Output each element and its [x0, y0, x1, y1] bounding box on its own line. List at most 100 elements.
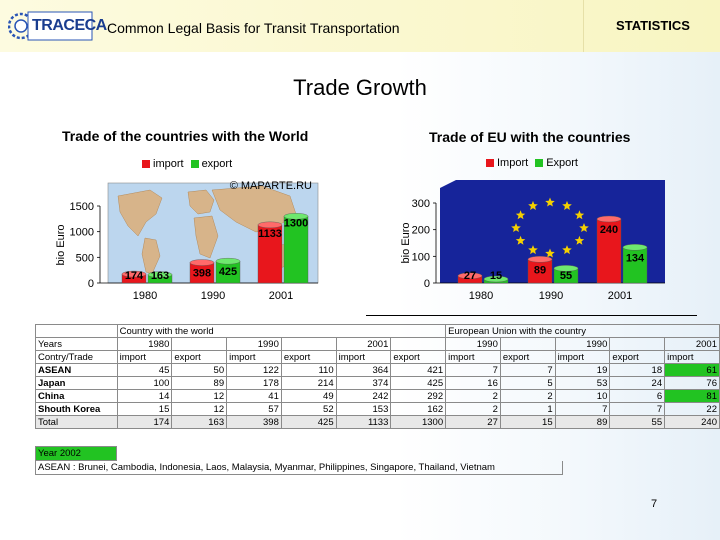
table-cell: 110 — [280, 363, 337, 377]
table-cell: 22 — [664, 402, 720, 416]
bar-cap — [121, 270, 147, 278]
y-tick-label: 100 — [412, 251, 430, 263]
table-cell: 61 — [664, 363, 720, 377]
table-year-row: Years 1980 1990 2001 1990 1990 2001 — [35, 337, 720, 351]
table-cell: 7 — [554, 402, 611, 416]
table-cell: 45 — [116, 363, 173, 377]
bar-cap — [622, 244, 648, 251]
y-tick-label: 0 — [88, 278, 94, 290]
table-cell: 425 — [390, 376, 447, 390]
page-number: 7 — [651, 498, 658, 510]
total-cell: 240 — [664, 415, 720, 429]
bar-value-label: 55 — [560, 270, 572, 282]
row-label: ASEAN — [35, 363, 118, 377]
year-cell: 1990 — [445, 337, 501, 351]
table-cell: 2 — [499, 389, 556, 403]
column-header: import — [664, 350, 720, 364]
x-tick-label: 2001 — [608, 290, 632, 302]
legend-label-import: import — [153, 158, 184, 170]
year-cell: 1990 — [554, 337, 611, 351]
y-tick-label: 1500 — [70, 201, 94, 213]
table-cell: 214 — [280, 376, 337, 390]
table-cell: 7 — [445, 363, 501, 377]
slide-title: Trade Growth — [293, 75, 427, 100]
bar-value-label: 89 — [534, 264, 546, 276]
bar-cap — [527, 256, 553, 263]
chart2-legend: Import Export — [486, 157, 578, 169]
bar-value-label: 425 — [219, 266, 237, 278]
continent-shape — [187, 189, 215, 215]
x-tick-label: 2001 — [269, 290, 293, 302]
row-label: Shouth Korea — [35, 402, 118, 416]
total-cell: 1133 — [335, 415, 392, 429]
eu-star — [545, 248, 555, 258]
table-cell: 292 — [390, 389, 447, 403]
year-cell — [499, 337, 556, 351]
table-cell: 50 — [171, 363, 228, 377]
year-note: Year 2002 — [35, 446, 117, 461]
bar-value-label: 1133 — [258, 228, 282, 240]
table-row: China 14 12 41 49 242 292 2 2 10 6 81 — [35, 389, 720, 403]
total-cell: 425 — [280, 415, 337, 429]
row-label: Japan — [35, 376, 118, 390]
bar-value-label: 398 — [193, 268, 211, 280]
legend-swatch-import — [142, 160, 150, 168]
bar-value-label: 174 — [125, 270, 144, 282]
column-header: import — [445, 350, 501, 364]
total-cell: 398 — [226, 415, 282, 429]
bar-value-label: 134 — [626, 252, 645, 264]
table-cell: 7 — [499, 363, 556, 377]
year-cell — [171, 337, 228, 351]
column-header: export — [390, 350, 447, 364]
column-header: export — [499, 350, 556, 364]
year-cell: 2001 — [335, 337, 392, 351]
total-cell: 1300 — [390, 415, 447, 429]
table-cell: 7 — [609, 402, 666, 416]
total-cell: 174 — [116, 415, 173, 429]
year-cell — [280, 337, 337, 351]
table-cell: 1 — [499, 402, 556, 416]
legend-label-export: Export — [546, 157, 578, 169]
table-corner-cell — [35, 324, 118, 338]
x-tick-label: 1980 — [469, 290, 493, 302]
table-cell: 52 — [280, 402, 337, 416]
column-header: import — [226, 350, 282, 364]
column-header: export — [280, 350, 337, 364]
legend-swatch-export — [190, 160, 199, 168]
header-bar: TRACECA Common Legal Basis for Transit T… — [0, 0, 720, 52]
header-divider — [583, 0, 584, 52]
column-header: import — [335, 350, 392, 364]
column-header: export — [609, 350, 666, 364]
bar-import — [257, 224, 283, 284]
table-cell: 89 — [171, 376, 228, 390]
year-cell — [390, 337, 447, 351]
bar-cap — [147, 271, 173, 278]
eu-star — [579, 223, 589, 232]
bar-export — [622, 247, 648, 284]
logo-text: TRACECA — [32, 17, 107, 34]
head-row-label: Contry/Trade — [35, 350, 118, 364]
table-cell: 421 — [390, 363, 447, 377]
table-cell: 6 — [609, 389, 666, 403]
eu-star — [562, 200, 572, 210]
row-label: China — [35, 389, 118, 403]
table-cell: 5 — [499, 376, 556, 390]
asean-note: ASEAN : Brunei, Cambodia, Indonesia, Lao… — [35, 461, 563, 475]
bar-cap — [257, 221, 283, 229]
total-cell: 55 — [609, 415, 666, 429]
y-axis-label: bio Euro — [400, 223, 412, 264]
table-total-row: Total 174 163 398 425 1133 1300 27 15 89 55 240 — [35, 415, 720, 429]
continent-shape — [117, 189, 163, 237]
legend-swatch-import — [486, 159, 494, 167]
table-cell: 24 — [609, 376, 666, 390]
eu-star — [511, 223, 521, 232]
traceca-logo: TRACECA — [8, 8, 107, 44]
column-header: import — [554, 350, 611, 364]
year-cell — [609, 337, 666, 351]
bar-value-label: 163 — [151, 270, 169, 282]
table-cell: 15 — [116, 402, 173, 416]
table-cell: 14 — [116, 389, 173, 403]
eu-star — [545, 197, 555, 207]
table-head-row: Contry/Trade import export import export impo… — [35, 350, 720, 364]
